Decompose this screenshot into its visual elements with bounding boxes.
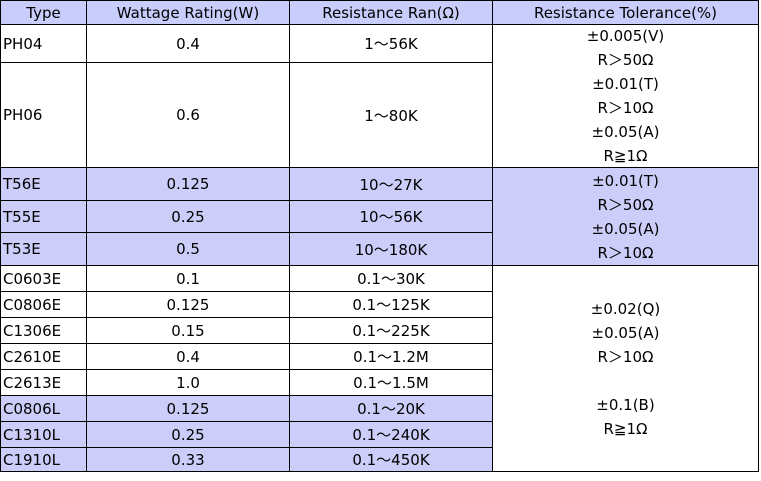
cell-range: 10～180K — [290, 233, 493, 266]
cell-wattage: 0.4 — [87, 344, 290, 370]
cell-wattage: 0.5 — [87, 233, 290, 266]
cell-wattage: 0.15 — [87, 318, 290, 344]
tolerance-line: R＞50Ω — [597, 51, 654, 69]
tolerance-group-t: ±0.01(T) R＞50Ω ±0.05(A) R＞10Ω — [493, 168, 759, 266]
tolerance-group-c: ±0.02(Q) ±0.05(A) R＞10Ω ±0.1(B) R≧1Ω — [493, 266, 759, 472]
cell-wattage: 0.125 — [87, 396, 290, 422]
cell-type: C2613E — [0, 370, 87, 396]
tolerance-line: ±0.01(T) — [592, 171, 659, 190]
cell-type: T56E — [0, 168, 87, 201]
cell-wattage: 0.25 — [87, 422, 290, 448]
cell-wattage: 0.1 — [87, 266, 290, 292]
cell-range: 0.1～1.5M — [290, 370, 493, 396]
cell-range: 0.1～30K — [290, 266, 493, 292]
tolerance-line: R≧1Ω — [603, 419, 648, 438]
cell-range: 0.1～240K — [290, 422, 493, 448]
cell-range: 0.1～225K — [290, 318, 493, 344]
cell-type: T55E — [0, 201, 87, 233]
tolerance-line: R＞10Ω — [597, 347, 654, 366]
cell-range: 0.1～450K — [290, 448, 493, 472]
cell-type: C1306E — [0, 318, 87, 344]
tolerance-line: ±0.05(A) — [591, 323, 660, 342]
cell-range: 10～56K — [290, 201, 493, 233]
tolerance-line: R≧1Ω — [603, 147, 648, 165]
tolerance-group-ph: ±0.005(V) R＞50Ω ±0.01(T) R＞10Ω ±0.05(A) … — [493, 25, 759, 168]
header-type: Type — [0, 0, 87, 25]
tolerance-line: R＞10Ω — [597, 243, 654, 262]
cell-wattage: 0.4 — [87, 25, 290, 63]
cell-wattage: 0.25 — [87, 201, 290, 233]
tolerance-line: ±0.01(T) — [592, 75, 659, 93]
cell-range: 1～56K — [290, 25, 493, 63]
cell-wattage: 0.33 — [87, 448, 290, 472]
tolerance-line: ±0.05(A) — [591, 123, 660, 141]
header-tolerance: Resistance Tolerance(%) — [493, 0, 759, 25]
cell-wattage: 0.6 — [87, 63, 290, 168]
cell-range: 10～27K — [290, 168, 493, 201]
tolerance-line: ±0.02(Q) — [590, 299, 661, 318]
tolerance-line: R＞50Ω — [597, 195, 654, 214]
cell-type: C1910L — [0, 448, 87, 472]
cell-type: T53E — [0, 233, 87, 266]
cell-type: C2610E — [0, 344, 87, 370]
cell-wattage: 1.0 — [87, 370, 290, 396]
cell-range: 0.1～20K — [290, 396, 493, 422]
cell-wattage: 0.125 — [87, 168, 290, 201]
cell-range: 1～80K — [290, 63, 493, 168]
cell-range: 0.1～1.2M — [290, 344, 493, 370]
cell-type: C0806L — [0, 396, 87, 422]
tolerance-line: ±0.1(B) — [596, 395, 655, 414]
cell-type: PH04 — [0, 25, 87, 63]
header-wattage: Wattage Rating(W) — [87, 0, 290, 25]
cell-type: C0806E — [0, 292, 87, 318]
cell-range: 0.1～125K — [290, 292, 493, 318]
tolerance-line: R＞10Ω — [597, 99, 654, 117]
cell-type: PH06 — [0, 63, 87, 168]
tolerance-line: ±0.005(V) — [586, 27, 665, 45]
header-range: Resistance Ran(Ω) — [290, 0, 493, 25]
tolerance-line: ±0.05(A) — [591, 219, 660, 238]
cell-type: C1310L — [0, 422, 87, 448]
cell-wattage: 0.125 — [87, 292, 290, 318]
cell-type: C0603E — [0, 266, 87, 292]
